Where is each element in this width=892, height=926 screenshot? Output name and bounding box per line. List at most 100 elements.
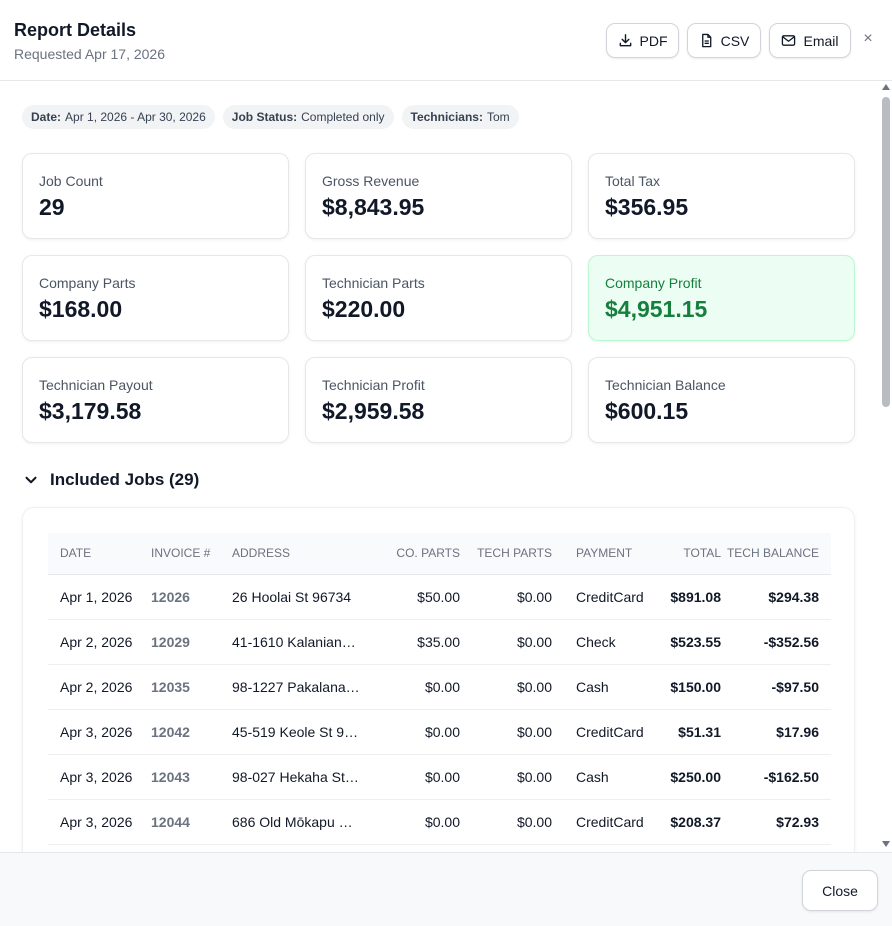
metric-label: Gross Revenue bbox=[322, 173, 420, 189]
scrollbar-thumb[interactable] bbox=[882, 97, 890, 407]
pdf-button[interactable]: PDF bbox=[606, 23, 679, 58]
cell-address-text: 26 Hoolai St 96734 bbox=[232, 589, 352, 606]
metric-label: Technician Profit bbox=[322, 377, 425, 393]
download-icon bbox=[619, 34, 631, 47]
close-button[interactable]: Close bbox=[802, 870, 878, 911]
filter-chip-key: Technicians: bbox=[410, 110, 483, 124]
cell-payment: Check bbox=[552, 619, 652, 665]
email-button[interactable]: Email bbox=[769, 23, 851, 58]
column-header[interactable]: ADDRESS bbox=[232, 533, 372, 575]
metric-value: $168.00 bbox=[39, 296, 123, 322]
cell-tech-parts: $0.00 bbox=[460, 709, 552, 755]
cell-date: Apr 2, 2026 bbox=[48, 664, 151, 710]
filter-chip-technicians: Technicians: Tom bbox=[401, 105, 519, 129]
metric-card-job-count: Job Count 29 bbox=[22, 153, 289, 239]
page-subtitle: Requested Apr 17, 2026 bbox=[14, 46, 166, 62]
filter-chips: Date: Apr 1, 2026 - Apr 30, 2026 Job Sta… bbox=[22, 105, 519, 129]
filter-chip-value: Completed only bbox=[301, 110, 385, 124]
cell-tech-balance: $72.93 bbox=[721, 799, 831, 845]
mail-icon bbox=[782, 35, 796, 46]
filter-chip-value: Tom bbox=[486, 110, 510, 124]
csv-button-label: CSV bbox=[720, 32, 750, 49]
column-header[interactable]: CO. PARTS bbox=[372, 533, 460, 575]
cell-invoice[interactable]: 12042 bbox=[151, 709, 232, 755]
cell-invoice[interactable]: 12029 bbox=[151, 619, 232, 665]
email-button-label: Email bbox=[803, 32, 839, 49]
metric-value: $3,179.58 bbox=[39, 398, 142, 424]
metric-value: $8,843.95 bbox=[322, 194, 425, 220]
close-icon[interactable]: × bbox=[863, 30, 873, 47]
cell-total: $51.31 bbox=[652, 709, 721, 755]
cell-address-text: 98-027 Hekaha St ... bbox=[232, 769, 360, 786]
metric-value: $2,959.58 bbox=[322, 398, 425, 424]
cell-invoice[interactable]: 12026 bbox=[151, 574, 232, 620]
metric-card-technician-balance: Technician Balance $600.15 bbox=[588, 357, 855, 443]
cell-invoice[interactable]: 12035 bbox=[151, 664, 232, 710]
cell-address: 41-1610 Kalaniana... bbox=[232, 619, 372, 665]
metric-card-gross-revenue: Gross Revenue $8,843.95 bbox=[305, 153, 572, 239]
table-row[interactable]: Apr 3, 2026 12042 45-519 Keole St 96... … bbox=[48, 709, 831, 755]
cell-tech-parts: $0.00 bbox=[460, 754, 552, 800]
cell-address-text: 686 Old Mōkapu R... bbox=[232, 814, 360, 831]
file-icon bbox=[701, 33, 711, 48]
page-title: Report Details bbox=[14, 20, 137, 40]
cell-payment bbox=[552, 844, 652, 852]
cell-date: Apr 3, 2026 bbox=[48, 754, 151, 800]
cell-address bbox=[232, 844, 372, 852]
included-jobs-toggle[interactable]: Included Jobs (29) bbox=[22, 470, 199, 490]
column-header[interactable]: TOTAL bbox=[652, 533, 721, 575]
metric-value: 29 bbox=[39, 194, 65, 220]
column-header[interactable]: DATE bbox=[48, 533, 151, 575]
metric-label: Technician Parts bbox=[322, 275, 425, 291]
cell-invoice[interactable]: 12043 bbox=[151, 754, 232, 800]
table-row[interactable]: Apr 2, 2026 12035 98-1227 Pakalana ... $… bbox=[48, 664, 831, 710]
cell-payment: Cash bbox=[552, 754, 652, 800]
cell-total: $891.08 bbox=[652, 574, 721, 620]
cell-tech-balance: -$162.50 bbox=[721, 754, 831, 800]
cell-co-parts: $35.00 bbox=[372, 619, 460, 665]
cell-address-text: 98-1227 Pakalana ... bbox=[232, 679, 360, 696]
cell-address: 26 Hoolai St 96734 bbox=[232, 574, 372, 620]
cell-tech-parts: $0.00 bbox=[460, 574, 552, 620]
metric-label: Company Parts bbox=[39, 275, 136, 291]
cell-tech-balance: $17.96 bbox=[721, 709, 831, 755]
filter-chip-status: Job Status: Completed only bbox=[222, 105, 394, 129]
dialog-body: Date: Apr 1, 2026 - Apr 30, 2026 Job Sta… bbox=[0, 81, 880, 852]
metric-card-technician-payout: Technician Payout $3,179.58 bbox=[22, 357, 289, 443]
cell-tech-balance: -$97.50 bbox=[721, 664, 831, 710]
scroll-up-arrow-icon[interactable] bbox=[882, 84, 890, 90]
table-row[interactable]: Apr 2, 2026 12029 41-1610 Kalaniana... $… bbox=[48, 619, 831, 665]
table-row[interactable] bbox=[48, 844, 831, 852]
jobs-table-card: DATE INVOICE # ADDRESS CO. PARTS TECH PA… bbox=[22, 507, 855, 852]
metric-card-total-tax: Total Tax $356.95 bbox=[588, 153, 855, 239]
metric-value: $356.95 bbox=[605, 194, 689, 220]
cell-invoice[interactable]: 12044 bbox=[151, 799, 232, 845]
cell-tech-parts: $0.00 bbox=[460, 664, 552, 710]
metric-label: Job Count bbox=[39, 173, 103, 189]
cell-address-text: 45-519 Keole St 96... bbox=[232, 724, 360, 741]
csv-button[interactable]: CSV bbox=[687, 23, 761, 58]
metric-value: $4,951.15 bbox=[605, 296, 708, 322]
vertical-scrollbar[interactable] bbox=[880, 81, 892, 852]
cell-tech-parts: $0.00 bbox=[460, 619, 552, 665]
cell-tech-parts bbox=[460, 844, 552, 852]
metric-card-company-parts: Company Parts $168.00 bbox=[22, 255, 289, 341]
scroll-down-arrow-icon[interactable] bbox=[882, 841, 890, 847]
cell-address: 45-519 Keole St 96... bbox=[232, 709, 372, 755]
section-title: Included Jobs (29) bbox=[50, 470, 200, 489]
filter-chip-key: Date: bbox=[31, 110, 62, 124]
column-header[interactable]: TECH BALANCE bbox=[721, 533, 831, 575]
cell-total: $523.55 bbox=[652, 619, 721, 665]
table-row[interactable]: Apr 3, 2026 12044 686 Old Mōkapu R... $0… bbox=[48, 799, 831, 845]
cell-total: $250.00 bbox=[652, 754, 721, 800]
column-header[interactable]: TECH PARTS bbox=[460, 533, 552, 575]
table-row[interactable]: Apr 3, 2026 12043 98-027 Hekaha St ... $… bbox=[48, 754, 831, 800]
cell-invoice[interactable] bbox=[151, 844, 232, 852]
column-header[interactable]: INVOICE # bbox=[151, 533, 232, 575]
table-row[interactable]: Apr 1, 2026 12026 26 Hoolai St 96734 $50… bbox=[48, 574, 831, 620]
cell-tech-balance: $294.38 bbox=[721, 574, 831, 620]
cell-tech-balance bbox=[721, 844, 831, 852]
metric-value: $220.00 bbox=[322, 296, 406, 322]
column-header[interactable]: PAYMENT bbox=[552, 533, 652, 575]
metric-label: Company Profit bbox=[605, 275, 702, 291]
